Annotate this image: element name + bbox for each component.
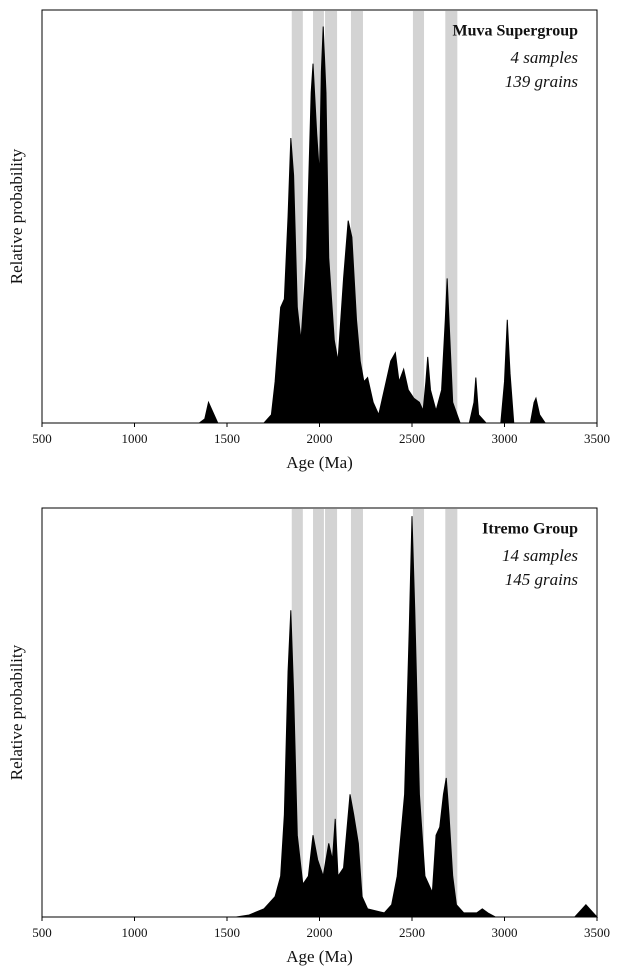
x-tick-label: 2500 (399, 925, 425, 940)
probability-area (42, 516, 599, 918)
annotation: 14 samples (502, 546, 578, 565)
reference-band (291, 509, 303, 917)
y-axis-label: Relative probability (7, 148, 26, 284)
x-axis-label: Age (Ma) (286, 947, 353, 966)
x-tick-label: 2000 (307, 431, 333, 446)
x-tick-label: 500 (32, 431, 52, 446)
x-tick-label: 3500 (584, 925, 610, 940)
x-tick-label: 500 (32, 925, 52, 940)
annotation: 4 samples (510, 48, 578, 67)
reference-band (291, 11, 303, 423)
annotation: 139 grains (505, 72, 579, 91)
x-tick-label: 3000 (492, 431, 518, 446)
reference-band (412, 11, 425, 423)
reference-band (412, 509, 425, 917)
x-tick-label: 2500 (399, 431, 425, 446)
chart-title: Itremo Group (482, 521, 578, 538)
x-axis-label: Age (Ma) (286, 453, 353, 472)
reference-band (313, 509, 324, 917)
x-tick-label: 2000 (307, 925, 333, 940)
chart-title: Muva Supergroup (452, 23, 578, 40)
x-tick-label: 3500 (584, 431, 610, 446)
x-tick-label: 1000 (122, 925, 148, 940)
reference-band (325, 509, 338, 917)
x-tick-label: 3000 (492, 925, 518, 940)
x-tick-label: 1500 (214, 431, 240, 446)
annotation: 145 grains (505, 570, 579, 589)
x-tick-label: 1500 (214, 925, 240, 940)
x-tick-label: 1000 (122, 431, 148, 446)
y-axis-label: Relative probability (7, 644, 26, 780)
